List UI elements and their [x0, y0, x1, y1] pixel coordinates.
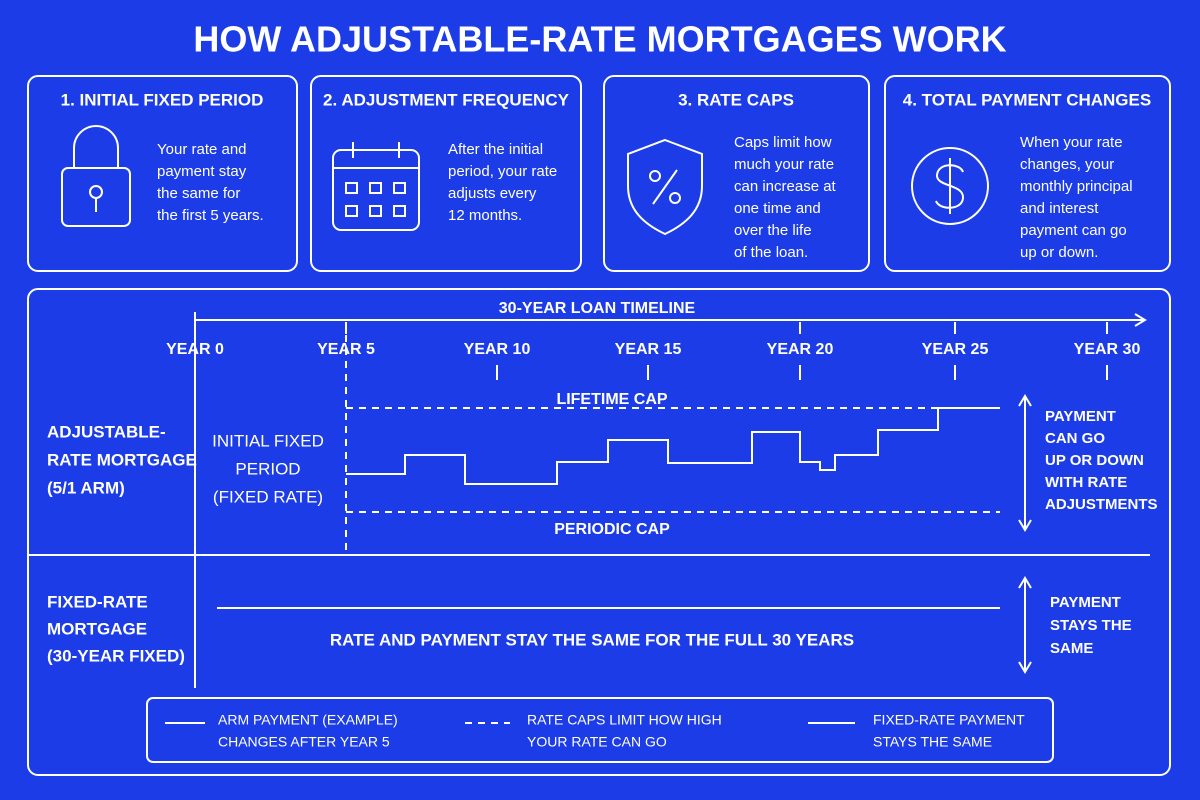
- card-text: Your rate and: [157, 141, 247, 158]
- card-text: can increase at: [734, 178, 837, 195]
- legend-frame: [146, 697, 1054, 763]
- year-label: YEAR 20: [767, 341, 834, 358]
- arm-note: PAYMENT: [1045, 408, 1116, 425]
- timeline-title: 30-YEAR LOAN TIMELINE: [499, 300, 696, 317]
- year-label: YEAR 30: [1074, 341, 1141, 358]
- arm-label: RATE MORTGAGE: [47, 450, 197, 469]
- legend-text: FIXED-RATE PAYMENT: [873, 712, 1025, 728]
- timeline-ticks: [345, 322, 1108, 380]
- fixed-label: MORTGAGE: [47, 619, 147, 638]
- card-frame: [884, 75, 1171, 272]
- initial-period-label: INITIAL FIXED: [212, 431, 324, 450]
- card-text: one time and: [734, 200, 821, 217]
- card-text: much your rate: [734, 156, 834, 173]
- legend-text: RATE CAPS LIMIT HOW HIGH: [527, 712, 722, 728]
- card-text: Caps limit how: [734, 134, 832, 151]
- card-frame: [27, 75, 298, 272]
- arm-label: (5/1 ARM): [47, 478, 125, 497]
- legend-text: ARM PAYMENT (EXAMPLE): [218, 712, 398, 728]
- card-text: the first 5 years.: [157, 207, 264, 224]
- initial-period-label: PERIOD: [235, 459, 300, 478]
- periodic-cap-label: PERIODIC CAP: [554, 521, 670, 538]
- calendar-icon: [332, 142, 420, 231]
- legend-text: YOUR RATE CAN GO: [527, 734, 667, 750]
- arm-double-arrow: [1018, 394, 1032, 532]
- lock-icon: [61, 125, 131, 227]
- card-text: period, your rate: [448, 163, 557, 180]
- legend-text: STAYS THE SAME: [873, 734, 992, 750]
- arm-payment-line: [346, 407, 1000, 485]
- year-label: YEAR 10: [464, 341, 531, 358]
- card-text: 12 months.: [448, 207, 522, 224]
- card-frame: [603, 75, 870, 272]
- card-text: up or down.: [1020, 244, 1098, 261]
- fixed-note: STAYS THE: [1050, 617, 1132, 634]
- year-label: YEAR 0: [166, 341, 224, 358]
- legend-text: CHANGES AFTER YEAR 5: [218, 734, 390, 750]
- card-text: adjusts every: [448, 185, 537, 202]
- card-heading: 3. RATE CAPS: [678, 90, 794, 109]
- arm-note: UP OR DOWN: [1045, 452, 1144, 469]
- timeline-arrow: [195, 313, 1147, 327]
- card-heading: 2. ADJUSTMENT FREQUENCY: [323, 90, 570, 109]
- arm-note: ADJUSTMENTS: [1045, 496, 1158, 513]
- fixed-note: PAYMENT: [1050, 594, 1121, 611]
- card-heading: 4. TOTAL PAYMENT CHANGES: [903, 90, 1151, 109]
- card-frame: [310, 75, 582, 272]
- card-text: payment stay: [157, 163, 247, 180]
- timeline-panel: [27, 288, 1171, 776]
- card-text: over the life: [734, 222, 812, 239]
- shield-icon: [627, 138, 703, 236]
- fixed-double-arrow: [1018, 576, 1032, 674]
- arm-note: CAN GO: [1045, 430, 1105, 447]
- year-label: YEAR 15: [615, 341, 682, 358]
- fixed-note: SAME: [1050, 640, 1093, 657]
- card-text: payment can go: [1020, 222, 1127, 239]
- initial-period-label: (FIXED RATE): [213, 487, 323, 506]
- card-text: monthly principal: [1020, 178, 1133, 195]
- card-text: changes, your: [1020, 156, 1114, 173]
- arm-label: ADJUSTABLE-: [47, 422, 166, 441]
- card-text: of the loan.: [734, 244, 808, 261]
- card-text: the same for: [157, 185, 240, 202]
- fixed-text: RATE AND PAYMENT STAY THE SAME FOR THE F…: [330, 630, 854, 649]
- card-text: After the initial: [448, 141, 543, 158]
- lifetime-cap-label: LIFETIME CAP: [556, 391, 667, 408]
- fixed-label: (30-YEAR FIXED): [47, 646, 185, 665]
- arm-note: WITH RATE: [1045, 474, 1127, 491]
- dollar-icon: [911, 147, 989, 225]
- card-text: and interest: [1020, 200, 1099, 217]
- card-text: When your rate: [1020, 134, 1123, 151]
- year-label: YEAR 5: [317, 341, 375, 358]
- fixed-label: FIXED-RATE: [47, 592, 148, 611]
- card-heading: 1. INITIAL FIXED PERIOD: [61, 90, 264, 109]
- page-title: HOW ADJUSTABLE-RATE MORTGAGES WORK: [193, 19, 1006, 60]
- year-label: YEAR 25: [922, 341, 989, 358]
